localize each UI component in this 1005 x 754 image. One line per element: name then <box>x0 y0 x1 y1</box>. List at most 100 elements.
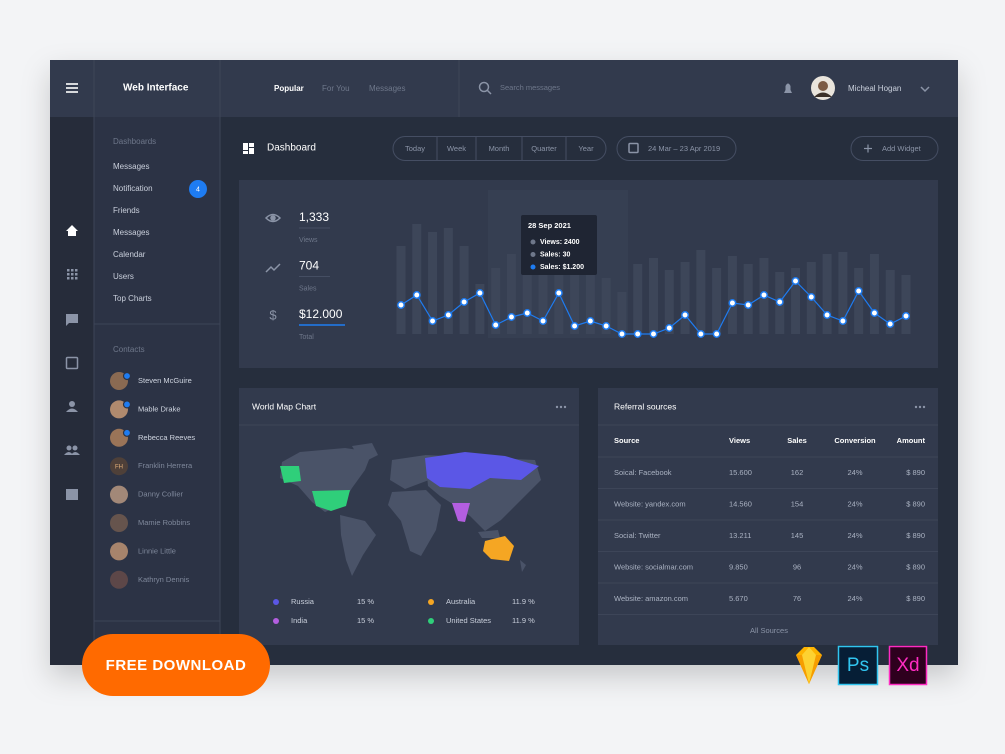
menu-item[interactable]: Users <box>113 272 134 281</box>
contact-name[interactable]: Franklin Herrera <box>138 461 193 470</box>
trend-point[interactable] <box>696 330 705 338</box>
contact-name[interactable]: Kathryn Dennis <box>138 575 190 584</box>
trend-point[interactable] <box>617 330 626 338</box>
trend-point[interactable] <box>712 330 721 338</box>
trend-point[interactable] <box>791 277 800 285</box>
date-picker[interactable] <box>616 136 737 161</box>
range-option[interactable]: Month <box>489 144 510 153</box>
trend-point[interactable] <box>854 287 863 295</box>
contact-name[interactable]: Linnie Little <box>138 546 176 555</box>
add-widget-label[interactable]: Add Widget <box>882 144 922 153</box>
nav-home[interactable] <box>66 225 78 236</box>
trend-point[interactable] <box>586 317 595 325</box>
nav-profile[interactable] <box>66 401 78 412</box>
sketch-icon <box>796 647 822 684</box>
trend-point[interactable] <box>870 309 879 317</box>
nav-calendar[interactable] <box>65 356 79 370</box>
trend-point[interactable] <box>412 291 421 299</box>
user-name[interactable]: Micheal Hogan <box>848 84 901 93</box>
add-widget-button[interactable] <box>850 136 939 161</box>
trend-point[interactable] <box>554 289 563 297</box>
trend-point[interactable] <box>665 324 674 332</box>
menu-item[interactable]: Messages <box>113 162 149 171</box>
trend-point[interactable] <box>744 301 753 309</box>
trend-point[interactable] <box>838 317 847 325</box>
online-indicator <box>122 428 132 437</box>
table-cell: Website: amazon.com <box>614 594 688 603</box>
range-option[interactable]: Year <box>578 144 594 153</box>
menu-item[interactable]: Friends <box>113 206 140 215</box>
bar <box>601 278 611 334</box>
trend-point[interactable] <box>460 298 469 306</box>
app-label: Xd <box>896 655 919 676</box>
notifications[interactable] <box>784 83 792 94</box>
map-region[interactable] <box>452 503 470 522</box>
menu-item[interactable]: Messages <box>113 228 149 237</box>
menu-item[interactable]: Top Charts <box>113 294 152 303</box>
trend-point[interactable] <box>539 317 547 325</box>
contact-name[interactable]: Danny Collier <box>138 490 184 499</box>
trend-point[interactable] <box>775 298 784 306</box>
trend-point[interactable] <box>902 312 910 320</box>
tooltip-title: 28 Sep 2021 <box>528 221 571 230</box>
panel-menu[interactable] <box>914 405 926 409</box>
bar <box>475 284 485 334</box>
table-footer-link[interactable]: All Sources <box>750 626 788 635</box>
nav-tab[interactable]: Messages <box>369 84 405 93</box>
range-option[interactable]: Quarter <box>531 144 557 153</box>
online-indicator <box>122 371 132 381</box>
menu-item[interactable]: Calendar <box>113 250 146 259</box>
menu-item[interactable]: Notification <box>113 184 153 193</box>
map-region[interactable] <box>425 452 539 489</box>
trend-point[interactable] <box>507 313 516 321</box>
nav-tab[interactable]: For You <box>322 84 350 93</box>
trend-point[interactable] <box>633 330 642 338</box>
panel-title: Referral sources <box>614 401 676 411</box>
trend-point[interactable] <box>602 322 611 330</box>
trend-point[interactable] <box>823 311 832 319</box>
table-cell: 5.670 <box>729 594 748 603</box>
trend-point[interactable] <box>681 311 690 319</box>
search-input[interactable]: Search messages <box>500 83 560 92</box>
trend-point[interactable] <box>807 293 816 301</box>
contact-avatar[interactable] <box>110 570 128 589</box>
map-region[interactable] <box>312 490 350 511</box>
contact-avatar[interactable] <box>110 485 128 504</box>
download-button[interactable] <box>82 634 270 696</box>
trend-point[interactable] <box>886 320 895 328</box>
nav-apps[interactable] <box>67 269 78 280</box>
date-range[interactable]: 24 Mar – 23 Apr 2019 <box>648 144 720 153</box>
trend-point[interactable] <box>760 291 768 299</box>
nav-chat[interactable] <box>66 314 78 326</box>
user-menu[interactable] <box>920 86 930 93</box>
nav-tab[interactable]: Popular <box>274 84 304 93</box>
trend-point[interactable] <box>570 322 579 330</box>
nav-gallery[interactable] <box>66 489 78 500</box>
contact-avatar[interactable] <box>110 514 128 532</box>
download-label[interactable]: FREE DOWNLOAD <box>106 657 247 674</box>
range-option[interactable]: Week <box>447 144 466 153</box>
trend-point[interactable] <box>428 317 437 325</box>
contact-name[interactable]: Mable Drake <box>138 404 181 413</box>
map-region[interactable] <box>483 536 514 561</box>
trend-point[interactable] <box>491 321 500 329</box>
nav-team[interactable] <box>64 445 80 456</box>
menu-button[interactable] <box>66 83 78 93</box>
contact-name[interactable]: Steven McGuire <box>138 376 192 385</box>
trend-point[interactable] <box>728 299 737 307</box>
trend-point[interactable] <box>397 301 405 309</box>
trend-point[interactable] <box>523 309 532 317</box>
table-cell: Website: socialmar.com <box>614 562 693 571</box>
panel-menu[interactable] <box>555 405 567 409</box>
contact-name[interactable]: Rebecca Reeves <box>138 433 195 442</box>
contact-name[interactable]: Mamie Robbins <box>138 518 190 527</box>
map-region[interactable] <box>280 466 301 483</box>
contact-avatar[interactable] <box>110 457 128 476</box>
range-option[interactable]: Today <box>405 144 425 153</box>
trend-point[interactable] <box>475 289 484 297</box>
trend-point[interactable] <box>649 330 658 338</box>
trend-point[interactable] <box>444 311 453 319</box>
table-cell: $ 890 <box>906 594 925 603</box>
contact-avatar[interactable] <box>110 542 128 561</box>
